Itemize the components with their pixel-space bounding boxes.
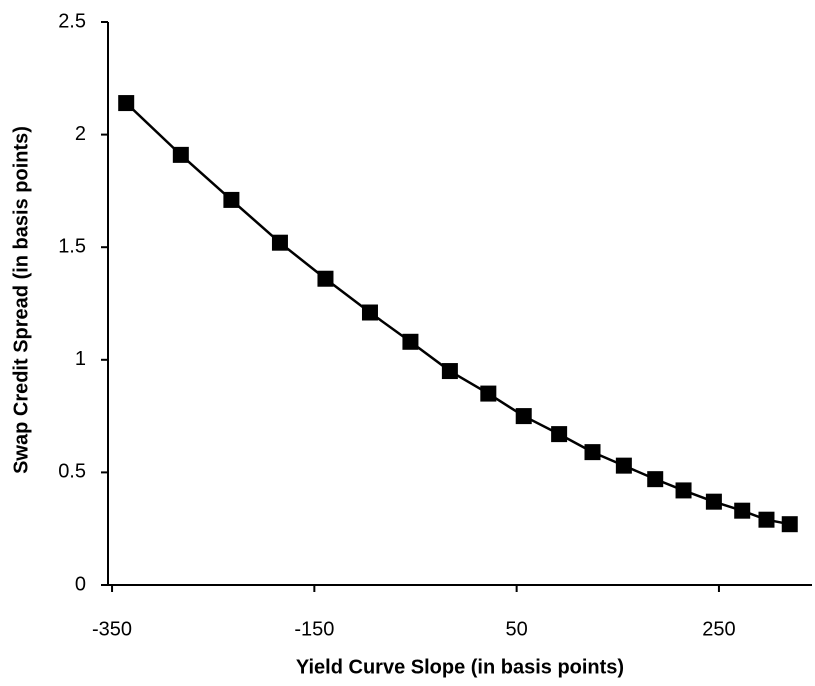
marker bbox=[402, 333, 419, 350]
y-tick-label: 0 bbox=[75, 573, 86, 595]
marker bbox=[584, 444, 601, 461]
marker bbox=[758, 511, 775, 528]
marker bbox=[551, 426, 568, 443]
x-tick-label: 50 bbox=[506, 618, 528, 640]
marker bbox=[480, 385, 497, 402]
x-tick-label: -350 bbox=[92, 618, 132, 640]
marker bbox=[118, 95, 135, 112]
marker bbox=[647, 471, 664, 488]
marker bbox=[734, 502, 751, 519]
marker bbox=[781, 516, 798, 533]
marker bbox=[361, 304, 378, 321]
y-tick-label: 2.5 bbox=[58, 10, 86, 32]
y-tick-label: 2 bbox=[75, 123, 86, 145]
y-tick-label: 1.5 bbox=[58, 235, 86, 257]
x-axis-title: Yield Curve Slope (in basis points) bbox=[296, 656, 624, 678]
y-tick-label: 1 bbox=[75, 348, 86, 370]
marker bbox=[271, 234, 288, 251]
marker bbox=[675, 482, 692, 499]
y-tick-label: 0.5 bbox=[58, 461, 86, 483]
x-tick-label: -150 bbox=[294, 618, 334, 640]
marker bbox=[441, 363, 458, 380]
marker bbox=[615, 457, 632, 474]
marker bbox=[705, 493, 722, 510]
marker bbox=[172, 146, 189, 163]
x-tick-label: 250 bbox=[702, 618, 735, 640]
series-line bbox=[125, 102, 790, 526]
marker bbox=[317, 270, 334, 287]
marker bbox=[223, 191, 240, 208]
marker bbox=[515, 408, 532, 425]
y-axis-title: Swap Credit Spread (in basis points) bbox=[10, 126, 32, 474]
